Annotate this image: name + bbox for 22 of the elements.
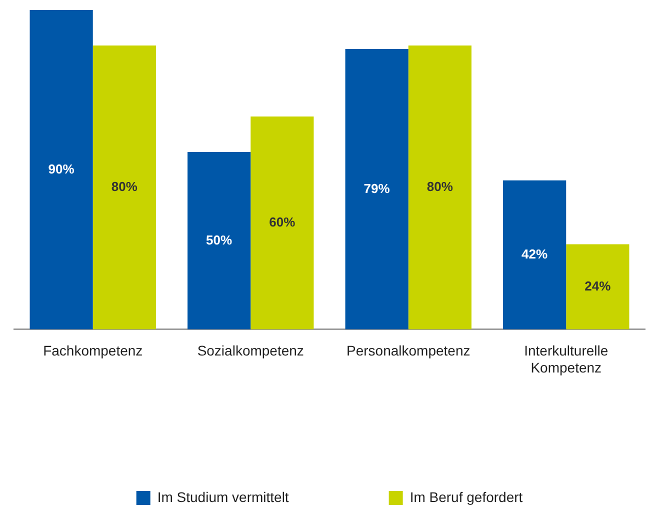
bar	[30, 10, 93, 330]
data-label: 80%	[426, 179, 454, 194]
bar	[503, 180, 566, 330]
legend-label: Im Beruf gefordert	[410, 488, 523, 505]
data-label: 24%	[584, 278, 612, 294]
legend-label: Im Studium vermittelt	[157, 488, 289, 505]
bar	[188, 152, 251, 330]
bar	[566, 244, 630, 330]
x-tick-label: Personalkompetenz	[346, 342, 470, 359]
data-label: 50%	[206, 232, 233, 248]
data-label: 60%	[269, 214, 296, 230]
bar	[408, 45, 472, 330]
bar	[92, 45, 156, 330]
data-label: 80%	[111, 179, 138, 194]
bar	[345, 49, 408, 330]
x-tick-label: Sozialkompetenz	[197, 342, 304, 359]
x-tick-label: Fachkompetenz	[43, 342, 143, 359]
data-label: 79%	[364, 180, 390, 196]
x-tick-label: Interkulturelle Kompetenz	[524, 342, 608, 376]
bar	[250, 116, 314, 330]
data-label: 90%	[48, 161, 75, 176]
data-label: 42%	[522, 246, 548, 262]
